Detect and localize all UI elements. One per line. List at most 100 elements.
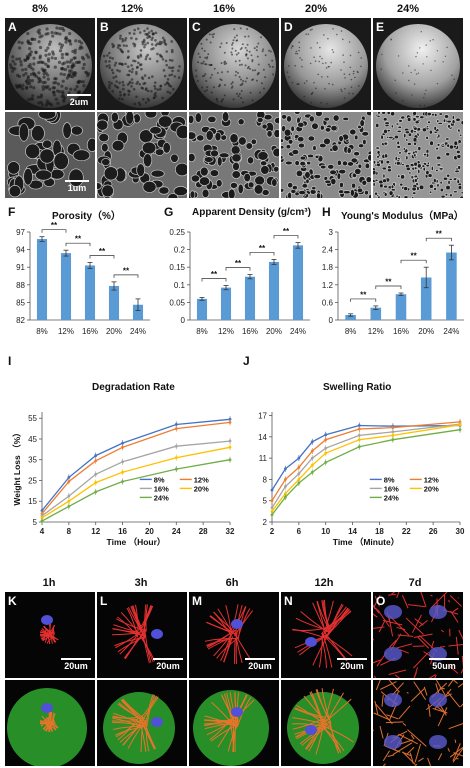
fluor-panel-letter: O	[376, 594, 386, 608]
fluor-panel-letter: N	[284, 594, 293, 608]
significance-label: **	[259, 244, 266, 253]
nucleus	[151, 629, 163, 639]
data-point	[357, 427, 361, 431]
data-point	[391, 434, 395, 437]
y-tick-label: 85	[16, 298, 25, 307]
x-tick-label: 24	[172, 527, 181, 536]
y-tick-label: 97	[16, 228, 25, 237]
panel-letter-i: I	[8, 354, 12, 368]
bar	[36, 239, 48, 320]
sem-sphere-image: C	[189, 18, 279, 110]
bar	[60, 253, 72, 320]
sem-panel-letter: A	[8, 20, 17, 34]
x-tick-label: 12%	[58, 327, 74, 336]
nucleus	[429, 647, 447, 661]
scale-bar: 20um	[61, 658, 91, 671]
data-point	[324, 438, 328, 442]
scale-bar: 2um	[67, 94, 91, 107]
fluor-merged-image	[189, 680, 279, 766]
legend-label: 12%	[194, 475, 209, 484]
nucleus	[429, 693, 447, 707]
bar	[345, 315, 356, 320]
data-point	[297, 472, 301, 476]
data-point	[324, 451, 328, 455]
x-tick-label: 20	[145, 527, 154, 536]
fluor-label-7d: 7d	[408, 577, 422, 589]
data-point	[310, 449, 314, 453]
y-tick-label: 1.2	[322, 281, 334, 290]
x-tick-label: 8%	[345, 327, 357, 336]
bar	[220, 287, 232, 320]
x-tick-label: 16%	[242, 327, 258, 336]
bar	[244, 276, 256, 320]
data-point	[270, 509, 274, 513]
y-tick-label: 0.2	[174, 246, 186, 255]
y-tick-label: 2	[263, 518, 268, 527]
x-tick-label: 12%	[368, 327, 384, 336]
y-tick-label: 45	[28, 435, 37, 444]
significance-label: **	[75, 235, 82, 244]
x-tick-label: 14	[348, 527, 357, 536]
legend-label: 8%	[384, 475, 395, 484]
y-tick-label: 0.6	[322, 298, 334, 307]
data-point	[324, 446, 328, 450]
x-tick-label: 16%	[82, 327, 98, 336]
panel-letter-h: H	[322, 205, 331, 219]
significance-bracket	[425, 237, 452, 242]
data-point	[324, 460, 328, 464]
x-tick-label: 4	[40, 527, 45, 536]
data-point	[94, 490, 98, 494]
data-point	[310, 463, 314, 467]
sem-sphere	[284, 24, 368, 108]
x-tick-label: 6	[297, 527, 302, 536]
significance-label: **	[410, 252, 417, 261]
data-point	[174, 456, 178, 460]
fluor-panel-letter: L	[100, 594, 108, 608]
sem-sphere-image: B	[97, 18, 187, 110]
bar	[446, 252, 457, 320]
nucleus	[384, 693, 402, 707]
data-point	[391, 430, 395, 434]
fluor-merged-image	[373, 680, 463, 766]
y-tick-label: 8	[263, 475, 268, 484]
significance-label: **	[123, 266, 130, 275]
data-point	[174, 467, 178, 471]
significance-bracket	[350, 298, 377, 302]
sem-surface-image	[373, 112, 463, 198]
y-tick-label: 2.4	[322, 246, 334, 255]
sem-panel-letter: C	[192, 20, 201, 34]
y-tick-label: 1.8	[322, 263, 334, 272]
series-line	[271, 429, 461, 516]
data-point	[357, 438, 361, 442]
nucleus	[305, 637, 317, 647]
scale-bar: 20um	[245, 658, 275, 671]
significance-bracket	[400, 259, 427, 264]
data-point	[284, 492, 287, 496]
legend-label: 24%	[384, 493, 399, 502]
sem-surface-image: 1um	[5, 112, 95, 198]
legend-label: 16%	[384, 484, 399, 493]
significance-label: **	[99, 247, 106, 256]
data-point	[284, 478, 287, 481]
series-line	[271, 424, 461, 491]
significance-bracket	[225, 267, 251, 271]
x-tick-label: 26	[429, 527, 438, 536]
x-tick-label: 20%	[106, 327, 122, 336]
data-point	[67, 480, 71, 483]
legend-label: 20%	[424, 484, 439, 493]
data-point	[391, 426, 395, 430]
significance-bracket	[201, 278, 227, 282]
y-tick-label: 11	[259, 454, 268, 463]
scale-bar-label: 20um	[340, 661, 364, 671]
scale-bar-label: 20um	[156, 661, 180, 671]
x-axis-label: Time （Hour）	[107, 537, 166, 547]
data-point	[270, 513, 274, 517]
data-point	[284, 485, 287, 488]
x-tick-label: 22	[402, 527, 411, 536]
data-point	[270, 499, 274, 503]
data-point	[174, 444, 178, 448]
bar	[132, 304, 144, 320]
data-point	[121, 480, 124, 483]
significance-bracket	[273, 235, 299, 239]
